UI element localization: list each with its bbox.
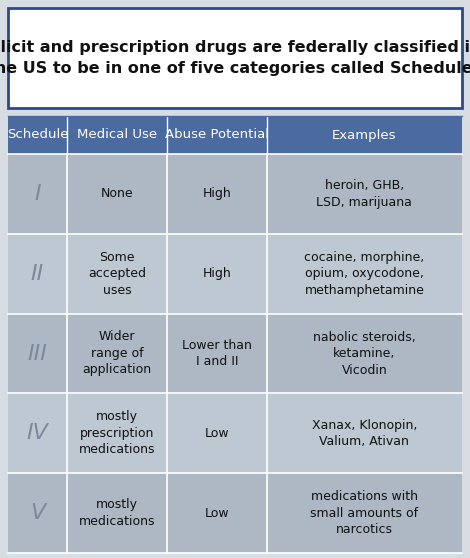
Bar xyxy=(167,116,267,154)
Text: V: V xyxy=(30,503,45,523)
Bar xyxy=(8,234,67,314)
Text: High: High xyxy=(203,267,231,280)
Bar xyxy=(167,393,267,473)
Bar xyxy=(8,393,67,473)
Bar xyxy=(267,154,462,234)
Bar xyxy=(67,393,167,473)
Bar xyxy=(167,234,267,314)
Bar xyxy=(267,116,462,154)
Text: heroin, GHB,
LSD, marijuana: heroin, GHB, LSD, marijuana xyxy=(316,179,412,209)
Bar xyxy=(8,116,67,154)
Text: nabolic steroids,
ketamine,
Vicodin: nabolic steroids, ketamine, Vicodin xyxy=(313,330,416,377)
Text: Low: Low xyxy=(204,427,229,440)
Bar xyxy=(267,473,462,553)
Bar xyxy=(67,116,167,154)
Text: None: None xyxy=(101,187,133,200)
Text: Some
accepted
uses: Some accepted uses xyxy=(88,251,146,297)
Text: Xanax, Klonopin,
Valium, Ativan: Xanax, Klonopin, Valium, Ativan xyxy=(312,418,417,448)
Text: II: II xyxy=(31,264,44,283)
Bar xyxy=(67,154,167,234)
Text: mostly
medications: mostly medications xyxy=(78,498,155,528)
Text: Wider
range of
application: Wider range of application xyxy=(82,330,151,377)
Text: medications with
small amounts of
narcotics: medications with small amounts of narcot… xyxy=(310,490,418,536)
Text: High: High xyxy=(203,187,231,200)
Text: Schedule: Schedule xyxy=(7,128,68,142)
Text: Examples: Examples xyxy=(332,128,397,142)
Text: Low: Low xyxy=(204,507,229,519)
Bar xyxy=(8,473,67,553)
Bar xyxy=(267,314,462,393)
Bar xyxy=(67,314,167,393)
Text: III: III xyxy=(28,344,47,363)
Bar xyxy=(267,393,462,473)
Text: cocaine, morphine,
opium, oxycodone,
methamphetamine: cocaine, morphine, opium, oxycodone, met… xyxy=(304,251,424,297)
Bar xyxy=(8,314,67,393)
Bar xyxy=(67,473,167,553)
Bar xyxy=(8,154,67,234)
Text: IV: IV xyxy=(27,424,48,443)
Text: Illicit and prescription drugs are federally classified in
the US to be in one o: Illicit and prescription drugs are feder… xyxy=(0,40,470,76)
Bar xyxy=(67,234,167,314)
Bar xyxy=(267,234,462,314)
Text: mostly
prescription
medications: mostly prescription medications xyxy=(78,410,155,456)
Bar xyxy=(167,314,267,393)
Text: Abuse Potential: Abuse Potential xyxy=(165,128,269,142)
Bar xyxy=(167,154,267,234)
Text: Lower than
I and II: Lower than I and II xyxy=(182,339,252,368)
Bar xyxy=(167,473,267,553)
Text: I: I xyxy=(34,184,41,204)
Text: Medical Use: Medical Use xyxy=(77,128,157,142)
